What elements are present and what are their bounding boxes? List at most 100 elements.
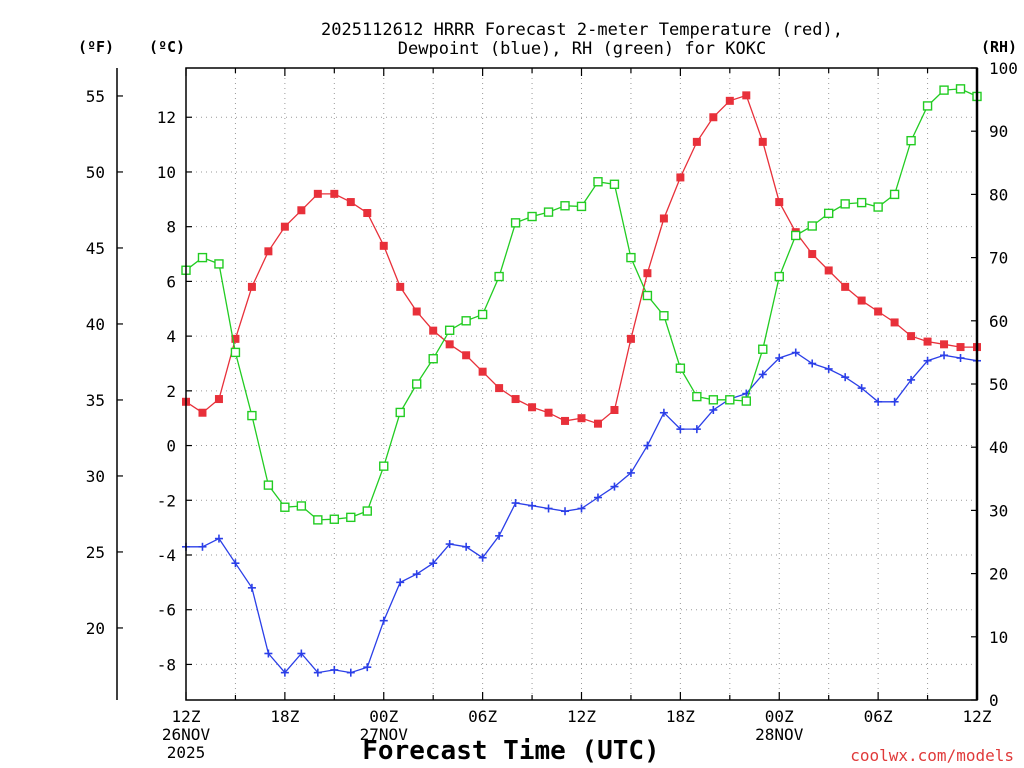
rh-point bbox=[197, 252, 208, 263]
dewpoint-point bbox=[544, 504, 553, 513]
fahrenheit-tick-label: 50 bbox=[86, 163, 105, 182]
temperature-point bbox=[198, 408, 207, 417]
dewpoint-point bbox=[363, 663, 372, 672]
temperature-point bbox=[841, 282, 850, 291]
dewpoint-point bbox=[247, 583, 256, 592]
rh-tick-label: 50 bbox=[989, 375, 1008, 394]
dewpoint-point bbox=[478, 553, 487, 562]
dewpoint-point bbox=[659, 408, 668, 417]
temperature-point bbox=[511, 395, 520, 404]
rh-point bbox=[379, 461, 389, 471]
rh-tick-label: 20 bbox=[989, 565, 1008, 584]
dewpoint-point bbox=[346, 668, 355, 677]
temperature-point bbox=[363, 209, 372, 218]
temperature-point bbox=[264, 247, 273, 256]
dewpoint-point bbox=[264, 649, 273, 658]
rh-point bbox=[758, 344, 768, 354]
fahrenheit-tick-label: 45 bbox=[86, 239, 105, 258]
x-tick-label: 06Z bbox=[864, 707, 893, 726]
temperature-point bbox=[379, 241, 388, 250]
dewpoint-point bbox=[511, 499, 520, 508]
rh-point bbox=[807, 221, 817, 231]
chart-title-line1: 2025112612 HRRR Forecast 2-meter Tempera… bbox=[321, 20, 843, 40]
celsius-tick-label: -4 bbox=[157, 546, 176, 565]
rh-point bbox=[477, 309, 488, 320]
temperature-point bbox=[808, 250, 817, 259]
dewpoint-point bbox=[923, 356, 932, 365]
rh-point bbox=[906, 135, 916, 146]
dewpoint-point bbox=[692, 425, 701, 434]
unit-label-celsius: (ºC) bbox=[149, 38, 185, 56]
dewpoint-point bbox=[956, 354, 965, 363]
dewpoint-point bbox=[808, 359, 817, 368]
temperature-point bbox=[626, 334, 635, 343]
x-tick-date-label: 2025 bbox=[167, 743, 206, 762]
temperature-point bbox=[725, 96, 734, 105]
x-tick-date-label: 26NOV bbox=[162, 725, 211, 744]
dewpoint-point bbox=[610, 482, 619, 491]
temperature-point bbox=[297, 206, 306, 215]
temperature-point bbox=[643, 269, 652, 278]
rh-point bbox=[889, 189, 900, 200]
gridlines bbox=[186, 68, 977, 700]
unit-label-fahrenheit: (ºF) bbox=[78, 38, 114, 56]
rh-point bbox=[774, 271, 784, 282]
rh-point bbox=[791, 230, 801, 241]
temperature-point bbox=[429, 326, 438, 335]
rh-tick-label: 90 bbox=[989, 122, 1008, 141]
temperature-point bbox=[907, 332, 916, 341]
temperature-point bbox=[544, 408, 553, 417]
temperature-point bbox=[346, 198, 355, 207]
temperature-line bbox=[185, 94, 977, 425]
rh-point bbox=[576, 201, 587, 212]
x-tick-label: 00Z bbox=[765, 707, 794, 726]
series-layer bbox=[181, 84, 982, 677]
temperature-point bbox=[396, 282, 405, 291]
temperature-point bbox=[610, 405, 619, 414]
dewpoint-point bbox=[857, 384, 866, 393]
dewpoint-point bbox=[231, 559, 240, 568]
x-tick-date-label: 28NOV bbox=[755, 725, 804, 744]
x-tick-label: 12Z bbox=[963, 707, 992, 726]
rh-point bbox=[395, 407, 405, 418]
celsius-tick-label: -8 bbox=[157, 655, 176, 674]
rh-point bbox=[659, 311, 669, 321]
temperature-point bbox=[214, 395, 223, 404]
temperature-point bbox=[247, 282, 256, 291]
rh-point bbox=[527, 211, 537, 222]
rh-point bbox=[280, 502, 290, 512]
x-axis-label: Forecast Time (UTC) bbox=[362, 736, 659, 766]
temperature-point bbox=[874, 307, 883, 316]
temperature-point bbox=[330, 189, 339, 198]
dewpoint-point bbox=[824, 364, 833, 373]
temperature-point bbox=[659, 214, 668, 223]
temperature-point bbox=[445, 340, 454, 349]
dewpoint-point bbox=[297, 649, 306, 658]
rh-point bbox=[692, 391, 702, 402]
dewpoint-point bbox=[313, 668, 322, 677]
dewpoint-point bbox=[412, 570, 421, 579]
rh-tick-label: 80 bbox=[989, 185, 1008, 204]
temperature-point bbox=[758, 137, 767, 146]
dewpoint-point bbox=[643, 441, 652, 450]
celsius-tick-label: -2 bbox=[157, 491, 176, 510]
dewpoint-point bbox=[379, 616, 388, 625]
rh-point bbox=[230, 347, 241, 358]
temperature-point bbox=[495, 384, 504, 393]
rh-point bbox=[856, 197, 867, 208]
rh-point bbox=[560, 201, 570, 211]
temperature-point bbox=[561, 416, 570, 425]
rh-point bbox=[247, 410, 257, 421]
dewpoint-point bbox=[396, 578, 405, 587]
rh-point bbox=[412, 379, 422, 389]
dewpoint-point bbox=[709, 405, 718, 414]
dewpoint-point bbox=[775, 354, 784, 363]
dewpoint-point bbox=[791, 348, 800, 357]
rh-tick-label: 30 bbox=[989, 501, 1008, 520]
x-tick-label: 18Z bbox=[270, 707, 299, 726]
dewpoint-point bbox=[561, 507, 570, 516]
dewpoint-point bbox=[528, 501, 537, 510]
celsius-tick-label: 4 bbox=[166, 327, 176, 346]
temperature-point bbox=[676, 173, 685, 182]
